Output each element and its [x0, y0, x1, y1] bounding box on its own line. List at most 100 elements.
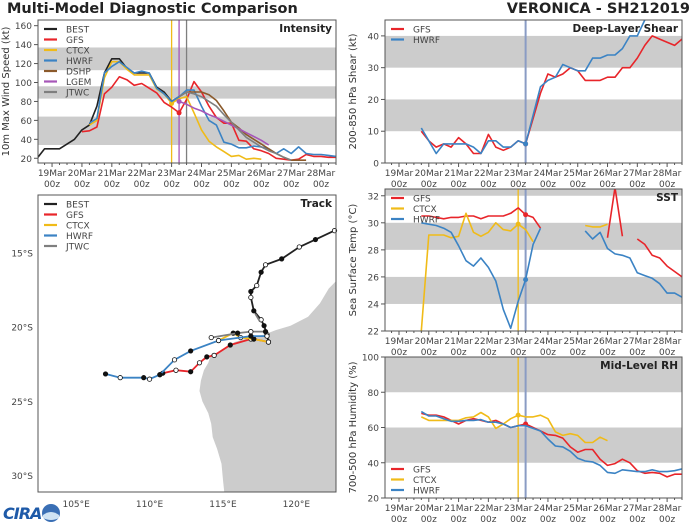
x-tick-label: 28Mar [653, 504, 682, 514]
track-point [171, 357, 178, 363]
y-tick-label: 40 [21, 136, 33, 146]
legend-label-gfs: GFS [413, 466, 431, 476]
series-line-ctcx [420, 212, 608, 331]
cira-logo-text: CIRA [3, 504, 42, 523]
series-line-jtwc [178, 91, 292, 161]
x-tick-label: 00z [391, 180, 407, 190]
x-tick-label: 28Mar [307, 169, 336, 179]
x-tick-label: 00z [164, 180, 180, 190]
y-tick-label: 160 [15, 22, 32, 32]
australia-landmass [199, 281, 336, 492]
x-tick-label: 00z [659, 348, 675, 358]
x-tick-label: 23Mar [504, 504, 533, 514]
track-point [173, 367, 179, 373]
x-tick-label: 00z [74, 180, 90, 190]
x-tick-label: 28Mar [653, 169, 682, 179]
x-tick-label: 20Mar [415, 337, 444, 347]
legend-label-hwrf: HWRF [66, 232, 93, 242]
x-tick-label: 00z [659, 515, 675, 525]
x-tick-label: 25Mar [564, 504, 593, 514]
x-tick-label: 105°E [62, 500, 90, 510]
x-tick-label: 120°E [283, 500, 311, 510]
x-tick-label: 00z [510, 180, 526, 190]
main-title: Multi-Model Diagnostic Comparison [7, 1, 298, 17]
x-tick-label: 00z [421, 515, 437, 525]
x-tick-label: 19Mar [385, 337, 414, 347]
legend-label-hwrf: HWRF [413, 487, 440, 497]
x-tick-label: 27Mar [623, 337, 652, 347]
init-marker-hwrf [523, 277, 529, 283]
y-tick-label: 120 [15, 60, 32, 70]
series-line-hwrf [420, 20, 646, 155]
legend-label-jtwc: JTWC [65, 243, 89, 253]
x-tick-label: 00z [391, 515, 407, 525]
x-tick-label: 00z [510, 348, 526, 358]
legend-label-gfs: GFS [66, 211, 84, 221]
x-tick-label: 00z [480, 515, 496, 525]
legend-label-best: BEST [66, 26, 90, 36]
series-line-gfs [420, 35, 682, 155]
track-point [157, 372, 163, 378]
shaded-band [385, 276, 682, 304]
track-point [248, 333, 254, 339]
series-line-best [38, 58, 188, 159]
track-point [102, 371, 109, 377]
series-line-hwrf [88, 60, 336, 158]
series-line-ctcx [420, 411, 608, 444]
shaded-band [385, 357, 682, 393]
track-point [265, 339, 272, 345]
x-tick-label: 00z [44, 180, 60, 190]
init-marker-ctcx [169, 100, 175, 106]
init-marker-hwrf [523, 141, 529, 147]
x-tick-label: 24Mar [534, 169, 563, 179]
x-tick-label: 00z [450, 180, 466, 190]
track-point [261, 323, 267, 329]
x-tick-label: 28Mar [653, 337, 682, 347]
panel-shear: 19Mar00z20Mar00z21Mar00z22Mar00z23Mar00z… [348, 19, 683, 190]
init-marker-lgem [176, 98, 182, 104]
series-line-gfs [421, 189, 682, 278]
x-tick-label: 23Mar [504, 337, 533, 347]
x-tick-label: 24Mar [187, 169, 216, 179]
series-line-hwrf [421, 222, 682, 330]
init-marker-gfs [523, 212, 529, 218]
x-tick-label: 00z [540, 348, 556, 358]
y-tick-label: 60 [21, 117, 33, 127]
globe-icon [42, 504, 60, 522]
x-tick-label: 20Mar [68, 169, 97, 179]
x-tick-label: 00z [253, 180, 269, 190]
y-tick-label: 40 [368, 459, 380, 469]
y-tick-label: 26 [368, 273, 380, 283]
x-tick-label: 00z [313, 180, 329, 190]
x-tick-label: 24Mar [534, 337, 563, 347]
track-point [248, 329, 254, 335]
x-tick-label: 00z [104, 180, 120, 190]
shaded-band [385, 189, 682, 196]
x-tick-label: 20Mar [415, 169, 444, 179]
y-axis-label: 700-500 hPa Humidity (%) [348, 361, 359, 493]
x-tick-label: 22Mar [474, 169, 503, 179]
panel-rh: 19Mar00z20Mar00z21Mar00z22Mar00z23Mar00z… [348, 354, 683, 525]
shaded-band [385, 35, 682, 68]
x-tick-label: 00z [570, 348, 586, 358]
x-tick-label: 00z [450, 348, 466, 358]
x-tick-label: 00z [283, 180, 299, 190]
track-point [146, 376, 153, 382]
y-tick-label: 60 [368, 424, 380, 434]
y-tick-label: 100 [15, 79, 32, 89]
shaded-band [385, 427, 682, 463]
x-tick-label: 27Mar [623, 504, 652, 514]
panel-title: Intensity [279, 23, 332, 35]
y-tick-label: 24 [368, 300, 380, 310]
x-tick-label: 26Mar [593, 169, 622, 179]
track-line-hwrf [105, 335, 267, 381]
panel-title: SST [656, 192, 679, 204]
panel-title: Track [301, 198, 333, 210]
track-point [188, 369, 194, 375]
panel-title: Mid-Level RH [600, 360, 678, 372]
y-tick-label: 30°S [11, 472, 33, 482]
x-tick-label: 26Mar [593, 337, 622, 347]
x-tick-label: 00z [480, 180, 496, 190]
x-tick-label: 00z [629, 180, 645, 190]
x-tick-label: 00z [540, 515, 556, 525]
